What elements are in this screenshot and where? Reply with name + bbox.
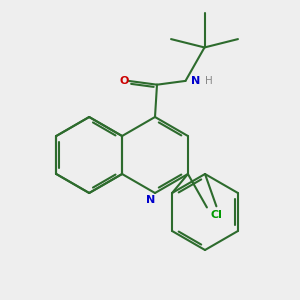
Text: Cl: Cl [211, 210, 222, 220]
Text: H: H [205, 76, 212, 86]
Text: N: N [190, 76, 200, 86]
Text: O: O [120, 76, 129, 86]
Text: N: N [146, 195, 156, 205]
